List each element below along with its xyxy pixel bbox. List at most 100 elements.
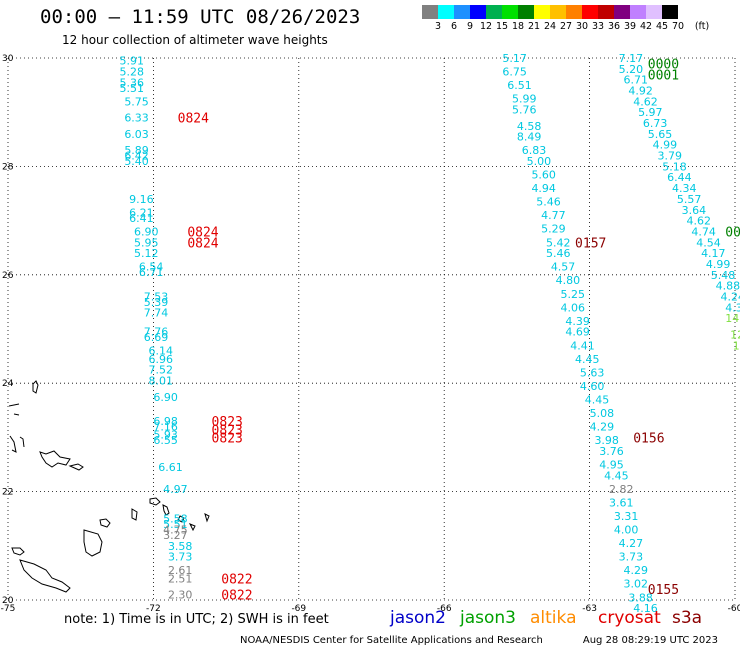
wave-height-label: 14.: [725, 312, 740, 325]
wave-height-label: 6.71: [624, 74, 649, 87]
lat-tick-label: 26: [2, 271, 14, 281]
legend-swatch: [486, 5, 502, 19]
wave-height-label: 3.64: [682, 204, 707, 217]
legend-swatch: [614, 5, 630, 19]
lon-tick-label: -66: [437, 604, 452, 614]
wave-height-label: 3.58: [168, 540, 193, 553]
wave-height-label: 4.39: [565, 315, 590, 328]
page-subtitle: 12 hour collection of altimeter wave hei…: [62, 33, 328, 47]
wave-height-label: 7.53: [144, 290, 169, 303]
wave-height-label: 4.97: [163, 483, 188, 496]
wave-height-label: 3.76: [599, 445, 624, 458]
lat-tick-label: 30: [2, 54, 14, 64]
lon-tick-label: -72: [146, 604, 161, 614]
wave-height-tracks: 5.915.285.365.515.756.336.035.896.425.40…: [119, 52, 740, 615]
wave-height-label: 4.60: [580, 380, 605, 393]
legend-label: 39: [623, 21, 637, 32]
wave-height-label: 6.75: [502, 66, 527, 79]
wave-height-label: 6.51: [507, 79, 532, 92]
wave-height-label: 5.40: [124, 155, 149, 168]
wave-height-label: 5.65: [648, 128, 673, 141]
wave-height-label: 4.92: [628, 85, 653, 98]
wave-height-label: 7.52: [149, 364, 174, 377]
legend-swatch: [470, 5, 486, 19]
legend-label: 9: [466, 21, 474, 32]
bahamas-coastline: [8, 380, 210, 593]
wave-height-label: 4.62: [633, 95, 658, 108]
wave-height-label: 1: [733, 339, 740, 352]
wave-height-label: 6.41: [129, 212, 154, 225]
wave-height-label: 5.28: [119, 66, 143, 79]
wave-height-label: 4.16: [633, 602, 658, 615]
wave-height-label: 4.80: [556, 274, 581, 287]
legend-swatch: [518, 5, 534, 19]
pass-time-label: 0824: [187, 236, 218, 251]
page-title: 00:00 — 11:59 UTC 08/26/2023: [40, 6, 361, 28]
legend-label: 70: [671, 21, 685, 32]
wave-height-label: 4.58: [517, 120, 542, 133]
wave-height-label: 4.69: [565, 326, 590, 339]
pass-time-label: 0000: [648, 57, 679, 72]
wave-height-label: 6.03: [124, 128, 149, 141]
footer-timestamp: Aug 28 08:29:19 UTC 2023: [582, 635, 719, 646]
pass-time-label: 0823: [212, 423, 243, 438]
wave-height-label: 4.45: [575, 353, 600, 366]
wave-height-label: 6.54: [139, 261, 164, 274]
wave-height-label: 6.55: [153, 434, 178, 447]
wave-height-label: 4.06: [561, 301, 586, 314]
legend-swatch: [646, 5, 662, 19]
wave-height-label: 5.18: [662, 160, 687, 173]
legend-label: 15: [495, 21, 509, 32]
lat-tick-label: 28: [2, 162, 14, 172]
pass-time-label: 0001: [648, 68, 679, 83]
legend-swatch: [662, 5, 678, 19]
wave-height-label: 6.83: [522, 144, 547, 157]
lon-tick-label: -69: [291, 604, 306, 614]
wave-height-label: 7.76: [144, 326, 169, 339]
wave-height-label: 2.51: [168, 572, 193, 585]
wave-height-label: 2.82: [609, 483, 634, 496]
legend-label: 30: [575, 21, 589, 32]
wave-height-label: 4.29: [590, 421, 615, 434]
pass-time-labels: 0824082408240823082308230822082200000001…: [178, 57, 740, 603]
wave-height-label: 5.97: [638, 106, 663, 119]
wave-height-label: 5.08: [590, 407, 615, 420]
wave-height-label: 5.89: [124, 144, 149, 157]
wave-height-label: 6.61: [158, 461, 183, 474]
lon-tick-label: -75: [1, 604, 16, 614]
wave-height-label: 5.42: [546, 236, 571, 249]
wave-height-label: 5.39: [144, 296, 169, 309]
pass-time-label: 0822: [221, 589, 252, 604]
legend-label: 45: [655, 21, 669, 32]
wave-height-label: 4.17: [701, 247, 726, 260]
wave-height-label: 6.71: [139, 266, 164, 279]
legend-label: (ft): [694, 21, 710, 32]
wave-height-label: 4.27: [619, 537, 644, 550]
footer: NOAA/NESDIS Center for Satellite Applica…: [240, 635, 718, 646]
wave-height-label: 4.45: [585, 393, 610, 406]
wave-height-label: 4.41: [570, 339, 595, 352]
legend-label: 42: [639, 21, 653, 32]
pass-time-label: 0824: [178, 112, 209, 127]
footer-org: NOAA/NESDIS Center for Satellite Applica…: [240, 635, 543, 646]
wave-height-label: 3.61: [609, 496, 634, 509]
satellite-jason3: jason3: [460, 608, 516, 628]
wave-height-label: 5.91: [119, 55, 143, 68]
wave-height-label: 4.99: [706, 258, 731, 271]
wave-height-label: 4.88: [716, 280, 740, 293]
wave-height-label: 4.24: [720, 290, 740, 303]
wave-height-label: 5.75: [124, 95, 149, 108]
wave-height-label: 4.99: [653, 139, 678, 152]
legend-swatch: [502, 5, 518, 19]
legend-label: 33: [591, 21, 605, 32]
legend-swatch: [550, 5, 566, 19]
wave-height-label: 6.73: [643, 117, 668, 130]
legend-swatch: [454, 5, 470, 19]
wave-height-label: 5.20: [619, 63, 644, 76]
wave-height-label: 6.14: [149, 345, 174, 358]
color-legend: [422, 5, 678, 19]
wave-height-label: 5.51: [163, 518, 188, 531]
wave-height-label: 5.12: [134, 247, 159, 260]
wave-height-label: 3.02: [624, 578, 649, 591]
